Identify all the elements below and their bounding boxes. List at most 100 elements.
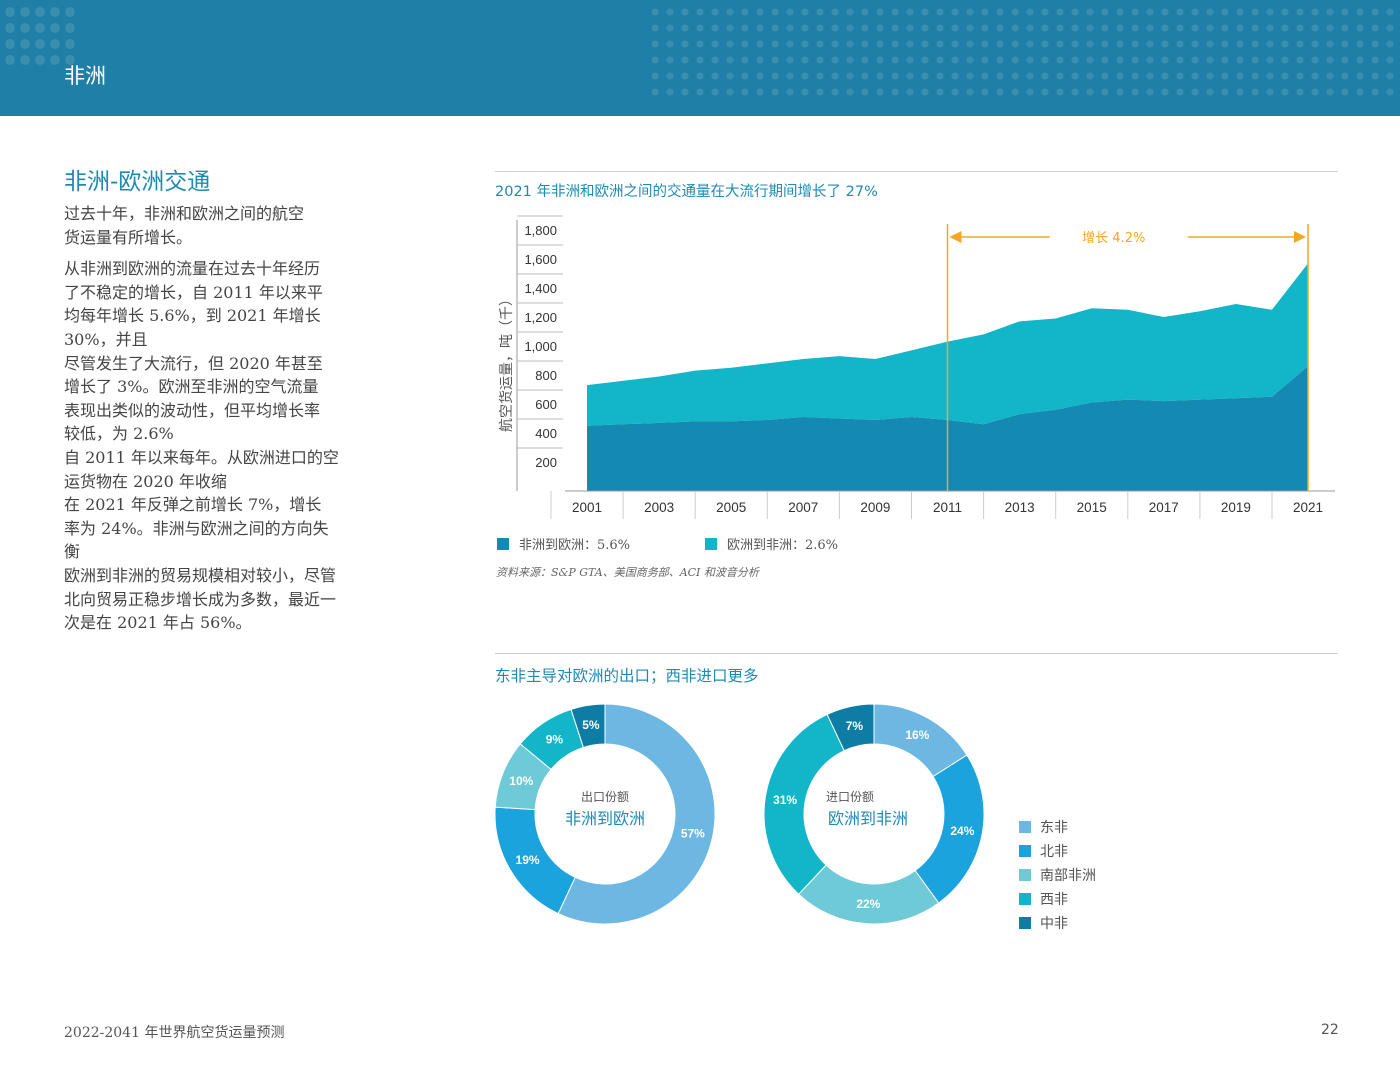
banner-dot xyxy=(1176,8,1184,16)
banner-dot xyxy=(5,39,15,49)
banner-dot xyxy=(1071,88,1079,96)
banner-dot xyxy=(876,88,884,96)
banner-dots xyxy=(5,7,1394,96)
banner-dot xyxy=(1371,40,1379,48)
banner-dot xyxy=(1086,24,1094,32)
banner-dot xyxy=(876,40,884,48)
banner-dot xyxy=(936,8,944,16)
banner-dot xyxy=(1116,24,1124,32)
banner-dot xyxy=(1371,56,1379,64)
banner-dot xyxy=(891,88,899,96)
donut-slice-中非 xyxy=(570,703,606,749)
banner-dot xyxy=(1356,24,1364,32)
banner-dot xyxy=(996,8,1004,16)
donut-export-title: 非洲到欧洲 xyxy=(564,809,645,828)
banner-dot xyxy=(711,8,719,16)
banner-dot xyxy=(1311,40,1319,48)
banner-dot xyxy=(1056,56,1064,64)
banner-dot xyxy=(696,56,704,64)
banner-dot xyxy=(1311,56,1319,64)
banner-dot xyxy=(996,88,1004,96)
x-tick-label: 2001 xyxy=(572,500,602,515)
banner-dot xyxy=(1146,8,1154,16)
banner-dot xyxy=(1386,56,1394,64)
banner-dot xyxy=(801,40,809,48)
banner-dot xyxy=(1356,40,1364,48)
banner-dot xyxy=(666,8,674,16)
banner-dot xyxy=(696,88,704,96)
y-tick-label: 800 xyxy=(535,368,557,383)
banner-dot xyxy=(50,55,60,65)
banner-dot xyxy=(1161,72,1169,80)
banner-dot xyxy=(906,88,914,96)
legend-swatch-eu-af xyxy=(705,538,717,550)
divider-middle xyxy=(495,653,1338,654)
banner-dot xyxy=(756,72,764,80)
banner-dot xyxy=(1176,24,1184,32)
banner-dot xyxy=(1191,24,1199,32)
banner-dot xyxy=(936,24,944,32)
banner-dot xyxy=(1131,24,1139,32)
x-tick-label: 2005 xyxy=(716,500,746,515)
banner-dot xyxy=(1071,72,1079,80)
banner-dot xyxy=(1041,40,1049,48)
banner-dot xyxy=(35,23,45,33)
legend-item-south: 南部非洲 xyxy=(1019,868,1096,892)
banner-dot xyxy=(846,40,854,48)
banner-dot xyxy=(1341,8,1349,16)
banner-dot xyxy=(1386,72,1394,80)
banner-dot xyxy=(741,72,749,80)
banner-dot xyxy=(771,56,779,64)
banner-dot xyxy=(996,72,1004,80)
banner-dot xyxy=(846,24,854,32)
banner-dot xyxy=(1221,56,1229,64)
banner-dot xyxy=(1296,88,1304,96)
banner-dot xyxy=(981,72,989,80)
banner-dot xyxy=(20,23,30,33)
banner-dot xyxy=(981,88,989,96)
banner-dot xyxy=(1266,24,1274,32)
banner-dot xyxy=(1101,72,1109,80)
banner-dot xyxy=(966,40,974,48)
banner-dot xyxy=(726,8,734,16)
banner-dot xyxy=(966,88,974,96)
banner-dot xyxy=(1131,8,1139,16)
banner-dot xyxy=(981,40,989,48)
banner-dot xyxy=(1191,8,1199,16)
banner-dot xyxy=(801,24,809,32)
banner-dot xyxy=(1191,88,1199,96)
banner-dot xyxy=(861,8,869,16)
banner-dot xyxy=(1011,24,1019,32)
banner-dot xyxy=(696,8,704,16)
banner-dot xyxy=(966,56,974,64)
banner-dot xyxy=(50,7,60,17)
banner-dot xyxy=(756,8,764,16)
banner-dot xyxy=(816,72,824,80)
banner-dot xyxy=(1056,8,1064,16)
banner-dot xyxy=(936,88,944,96)
banner-dot xyxy=(1266,40,1274,48)
banner-dot xyxy=(1146,72,1154,80)
banner-dot xyxy=(1326,40,1334,48)
banner-dot xyxy=(816,24,824,32)
banner-dot xyxy=(1026,88,1034,96)
banner-dot xyxy=(786,40,794,48)
banner-dot xyxy=(1371,8,1379,16)
banner-dot xyxy=(35,55,45,65)
banner-dot xyxy=(1176,40,1184,48)
banner-dot xyxy=(1206,56,1214,64)
banner-dot xyxy=(1326,8,1334,16)
banner-dot xyxy=(5,55,15,65)
banner-dot xyxy=(921,72,929,80)
banner-dot xyxy=(741,88,749,96)
legend-label-south: 南部非洲 xyxy=(1040,868,1096,884)
x-tick-label: 2019 xyxy=(1221,500,1251,515)
banner-dot xyxy=(666,24,674,32)
y-tick-label: 1,600 xyxy=(524,252,557,267)
banner-dot xyxy=(876,72,884,80)
donut-slice-label: 22% xyxy=(856,897,880,911)
legend-eu-af: 欧洲到非洲：2.6% xyxy=(705,534,838,553)
banner-dot xyxy=(1341,56,1349,64)
banner-dot xyxy=(951,56,959,64)
banner-dot xyxy=(65,7,75,17)
